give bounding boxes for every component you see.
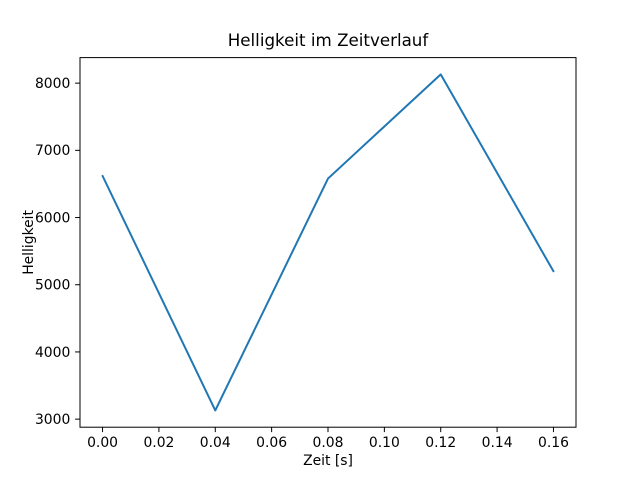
x-tick-label: 0.02	[143, 435, 174, 451]
x-tick-label: 0.04	[200, 435, 231, 451]
plot-area	[79, 57, 577, 428]
y-tick-label: 5000	[35, 278, 70, 294]
x-tick-label: 0.14	[482, 435, 513, 451]
y-tick-label: 3000	[35, 412, 70, 428]
x-tick-label: 0.12	[425, 435, 456, 451]
data-series	[101, 73, 555, 412]
x-tick-label: 0.16	[538, 435, 569, 451]
x-axis-label: Zeit [s]	[303, 453, 353, 469]
x-tick-label: 0.00	[87, 435, 118, 451]
y-tick-label: 6000	[35, 210, 70, 226]
x-tick-label: 0.08	[313, 435, 344, 451]
data-line	[101, 73, 555, 412]
y-tick-label: 7000	[35, 143, 70, 159]
y-tick-label: 8000	[35, 76, 70, 92]
chart-title: Helligkeit im Zeitverlauf	[228, 30, 430, 50]
y-axis-label: Helligkeit	[21, 209, 37, 274]
x-axis-ticks: 0.00 0.02 0.04 0.06 0.08 0.10 0.12 0.14 0.16	[87, 427, 569, 451]
y-tick-label: 4000	[35, 345, 70, 361]
y-axis-ticks: 3000 4000 5000 6000 7000 8000	[35, 76, 80, 428]
x-tick-label: 0.06	[256, 435, 287, 451]
x-tick-label: 0.10	[369, 435, 400, 451]
